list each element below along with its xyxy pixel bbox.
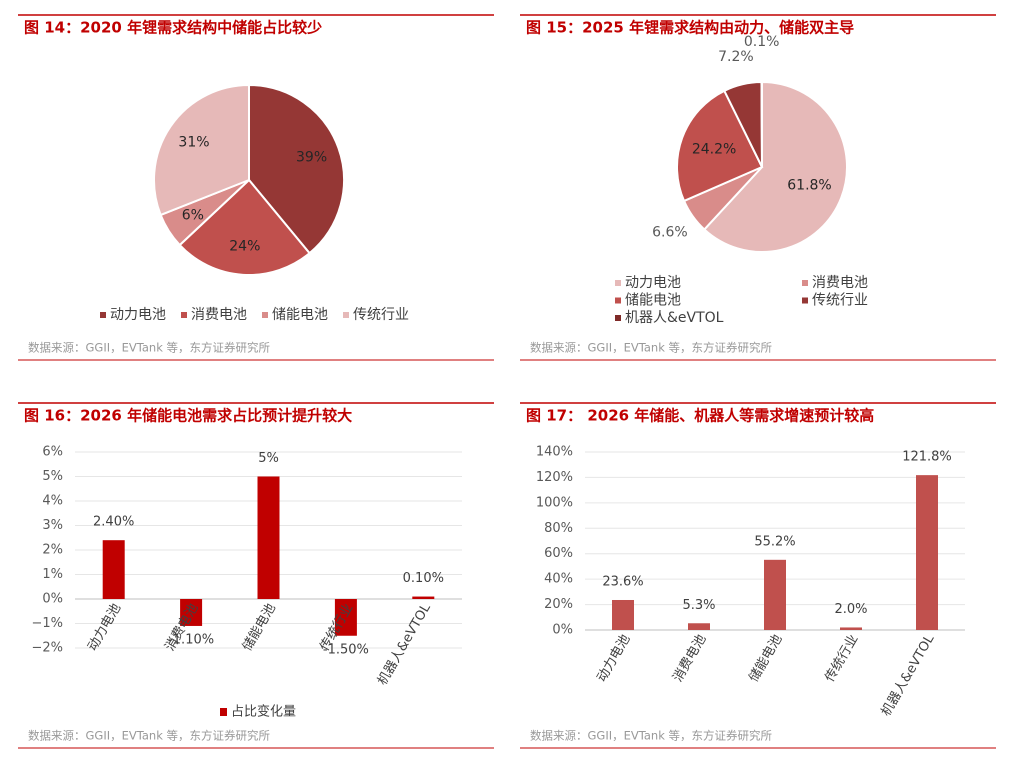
y-tick-label: 120% [536, 470, 573, 485]
legend-swatch [615, 280, 621, 286]
data-label: 55.2% [754, 534, 795, 549]
bar [412, 596, 435, 599]
bar [612, 599, 634, 630]
bar [764, 559, 786, 630]
source-note: 数据来源：GGII，EVTank 等，东方证券研究所 [28, 729, 271, 743]
source-note: 数据来源：GGII，EVTank 等，东方证券研究所 [530, 341, 773, 355]
pie-slice [248, 83, 345, 255]
x-tick-label: 机器人&eVTOL [879, 632, 938, 719]
x-tick-label: 储能电池 [240, 601, 279, 654]
data-label: 23.6% [602, 574, 643, 589]
data-label: 121.8% [902, 450, 952, 465]
legend-label: 动力电池 [110, 307, 166, 323]
bar [102, 540, 125, 599]
y-tick-label: 0% [42, 592, 63, 607]
legend-swatch [181, 312, 187, 318]
y-tick-label: 1% [42, 567, 63, 582]
pie-slice [178, 178, 311, 276]
legend-swatch [262, 312, 268, 318]
bar [334, 599, 357, 636]
data-label: 2.0% [834, 602, 867, 617]
y-tick-label: 80% [544, 521, 573, 536]
legend-swatch [802, 297, 808, 304]
legend-label: 消费电池 [191, 307, 247, 323]
pie-slice [676, 89, 764, 203]
y-tick-label: 6% [42, 445, 63, 460]
data-label: -1.50% [323, 642, 369, 657]
data-label: -1.10% [168, 632, 214, 647]
legend-swatch [343, 312, 349, 318]
bar [180, 599, 203, 626]
pie-slice [760, 80, 763, 168]
legend-label: 传统行业 [812, 293, 868, 309]
x-tick-label: 动力电池 [594, 632, 633, 685]
data-label: 2.40% [93, 515, 134, 530]
y-tick-label: −1% [31, 616, 63, 631]
data-label: 0.1% [744, 34, 780, 50]
legend-label: 储能电池 [625, 293, 681, 309]
legend-label: 机器人&eVTOL [625, 310, 724, 326]
pie-slice [153, 83, 250, 217]
pie-slice [702, 80, 848, 253]
data-label: 24% [229, 238, 260, 254]
legend-swatch [615, 297, 621, 304]
source-note: 数据来源：GGII，EVTank 等，东方证券研究所 [530, 729, 773, 743]
source-note: 数据来源：GGII，EVTank 等，东方证券研究所 [28, 341, 271, 355]
y-tick-label: 5% [42, 469, 63, 484]
y-tick-label: 100% [536, 495, 573, 510]
data-label: 5% [258, 451, 279, 466]
legend-swatch [802, 280, 808, 286]
data-label: 6.6% [652, 224, 688, 240]
data-label: 24.2% [692, 141, 736, 157]
y-tick-label: 140% [536, 445, 573, 460]
data-label: 31% [178, 135, 209, 151]
chart-title: 图 17： 2026 年储能、机器人等需求增速预计较高 [526, 407, 874, 425]
bar [688, 623, 710, 630]
legend-label: 占比变化量 [231, 704, 296, 720]
bar [916, 475, 938, 630]
x-tick-label: 储能电池 [746, 632, 785, 685]
legend-swatch [100, 312, 106, 318]
data-label: 7.2% [718, 49, 754, 65]
legend-label: 储能电池 [272, 307, 328, 323]
data-label: 5.3% [682, 598, 715, 613]
x-tick-label: 消费电池 [670, 632, 709, 685]
data-label: 39% [296, 149, 327, 165]
legend-label: 消费电池 [812, 275, 868, 291]
y-tick-label: 60% [544, 546, 573, 561]
y-tick-label: 3% [42, 518, 63, 533]
legend-label: 动力电池 [625, 275, 681, 291]
legend-label: 传统行业 [353, 307, 409, 323]
chart-title: 图 15：2025 年锂需求结构由动力、储能双主导 [526, 19, 854, 37]
y-tick-label: 20% [544, 597, 573, 612]
x-tick-label: 传统行业 [822, 632, 861, 685]
chart-title: 图 16：2026 年储能电池需求占比预计提升较大 [24, 407, 352, 425]
legend-swatch [220, 708, 227, 716]
chart-title: 图 14：2020 年锂需求结构中储能占比较少 [24, 19, 322, 37]
y-tick-label: −2% [31, 641, 63, 656]
data-label: 6% [182, 208, 204, 224]
bar [257, 476, 280, 599]
y-tick-label: 40% [544, 572, 573, 587]
x-tick-label: 动力电池 [85, 601, 124, 654]
y-tick-label: 0% [552, 623, 573, 638]
bar [840, 627, 862, 630]
y-tick-label: 4% [42, 494, 63, 509]
y-tick-label: 2% [42, 543, 63, 558]
data-label: 0.10% [403, 571, 444, 586]
legend-swatch [615, 315, 621, 321]
data-label: 61.8% [787, 178, 831, 194]
x-tick-label: 机器人&eVTOL [375, 601, 434, 688]
